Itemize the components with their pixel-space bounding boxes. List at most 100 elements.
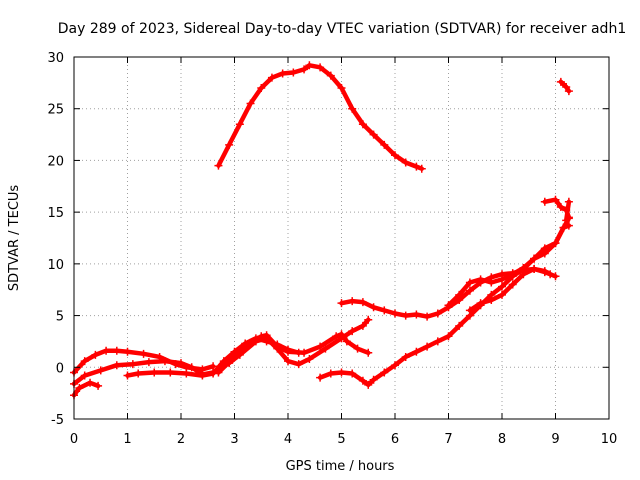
data-point-marker [562, 216, 571, 225]
data-point-marker [417, 164, 426, 173]
data-point-marker [80, 357, 89, 366]
y-axis-label: SDTVAR / TECUs [7, 185, 22, 292]
data-point-marker [364, 315, 373, 324]
data-point-marker [134, 369, 143, 378]
data-point-marker [540, 267, 549, 276]
data-point-marker [551, 272, 560, 281]
data-point-marker [337, 330, 346, 339]
data-point-marker [540, 249, 549, 258]
y-tick-label: 20 [47, 154, 64, 169]
data-point-marker [166, 368, 175, 377]
data-point-marker [284, 357, 292, 366]
data-point-marker [444, 332, 453, 341]
data-point-marker [235, 347, 244, 356]
data-point-marker [498, 282, 506, 291]
data-point-marker [246, 338, 255, 347]
data-point-marker [144, 358, 153, 367]
data-point-marker [348, 297, 357, 306]
x-tick-label: 3 [230, 432, 238, 447]
data-series [70, 61, 573, 400]
data-point-marker [556, 77, 565, 86]
data-point-marker [246, 99, 255, 108]
data-point-marker [369, 303, 378, 312]
data-point-marker [358, 376, 367, 385]
data-point-marker [198, 371, 207, 380]
data-point-marker [562, 82, 571, 91]
data-point-marker [380, 368, 389, 377]
series-arc-12 [556, 77, 573, 96]
data-point-marker [353, 344, 362, 353]
data-point-marker [214, 368, 223, 377]
data-point-marker [476, 299, 485, 308]
data-point-marker [337, 368, 346, 377]
data-point-marker [391, 309, 399, 318]
data-point-marker [551, 239, 560, 248]
data-point-marker [75, 383, 84, 392]
series-arc-3 [70, 378, 103, 400]
data-point-marker [219, 357, 228, 366]
x-tick-label: 4 [284, 432, 292, 447]
data-point-marker [556, 202, 565, 211]
data-point-marker [177, 359, 185, 368]
data-point-marker [278, 69, 287, 78]
y-tick-label: 30 [47, 51, 64, 66]
data-point-marker [305, 61, 314, 70]
data-point-marker [465, 306, 474, 315]
data-point-marker [508, 270, 517, 279]
data-point-marker [401, 158, 410, 167]
data-point-marker [540, 197, 549, 206]
data-point-marker [364, 348, 373, 357]
data-point-marker [498, 290, 506, 299]
chart-title: Day 289 of 2023, Sidereal Day-to-day VTE… [58, 21, 626, 37]
data-point-marker [139, 349, 148, 358]
y-tick-label: 0 [56, 361, 64, 376]
data-point-marker [455, 290, 464, 299]
data-point-marker [358, 298, 367, 307]
data-point-marker [326, 369, 335, 378]
data-point-marker [316, 63, 325, 72]
data-point-marker [214, 161, 223, 170]
data-point-marker [150, 368, 159, 377]
data-point-marker [401, 352, 410, 361]
series-arc-11 [540, 195, 573, 225]
y-tick-label: 10 [47, 258, 64, 273]
x-tick-label: 1 [123, 432, 131, 447]
data-point-marker [123, 371, 132, 380]
data-point-marker [80, 371, 89, 380]
data-point-marker [102, 346, 111, 355]
x-tick-label: 2 [177, 432, 185, 447]
data-point-marker [257, 84, 266, 93]
series-arc-6 [214, 61, 426, 173]
data-point-marker [551, 195, 560, 204]
data-point-marker [391, 361, 399, 370]
data-point-marker [257, 332, 266, 341]
series-arc-9 [444, 214, 573, 310]
data-point-marker [508, 280, 517, 289]
data-point-marker [182, 369, 191, 378]
data-point-marker [128, 360, 137, 369]
data-point-marker [332, 332, 341, 341]
x-tick-label: 0 [70, 432, 78, 447]
data-point-marker [91, 350, 100, 359]
data-point-marker [123, 347, 132, 356]
data-point-marker [262, 331, 271, 340]
data-point-marker [423, 342, 432, 351]
axis-ticks: 0 1 2 3 4 5 6 7 8 9 10 -5 0 5 10 15 20 25 30 [47, 51, 617, 447]
data-point-marker [305, 355, 314, 364]
data-point-marker [444, 301, 453, 310]
data-point-marker [273, 342, 282, 351]
data-point-marker [160, 357, 169, 366]
data-point-marker [369, 130, 378, 139]
data-point-marker [487, 296, 496, 305]
data-point-marker [316, 373, 325, 382]
data-point-marker [300, 348, 309, 357]
data-point-marker [342, 337, 351, 346]
x-tick-label: 7 [444, 432, 452, 447]
data-point-marker [284, 347, 292, 356]
data-point-marker [337, 299, 346, 308]
data-point-marker [348, 327, 357, 336]
data-point-marker [225, 358, 234, 367]
data-point-marker [96, 366, 105, 375]
data-point-marker [498, 275, 506, 284]
